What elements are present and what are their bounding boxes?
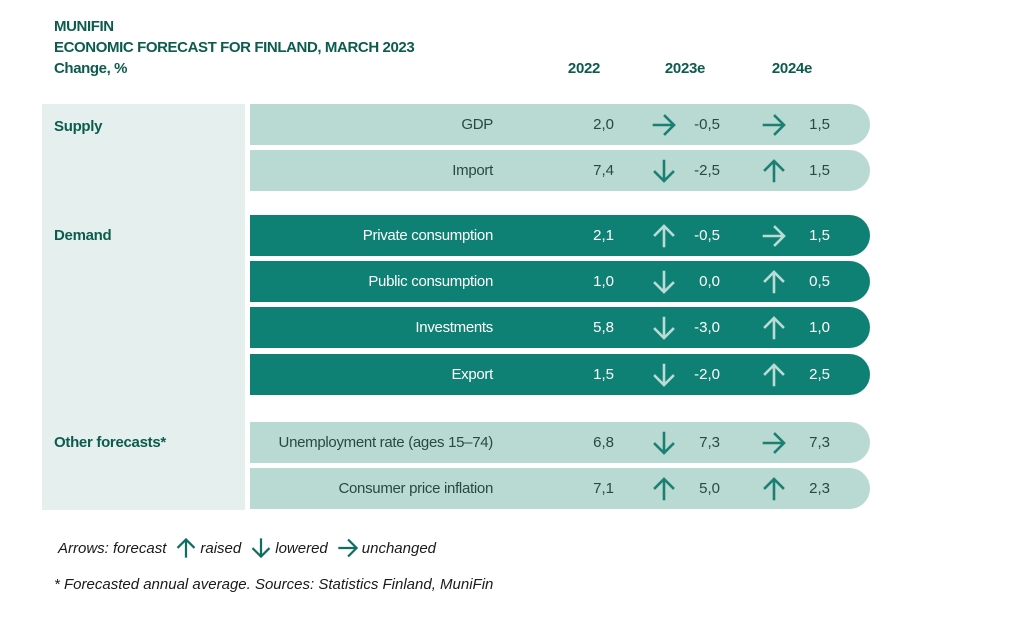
row-label: Unemployment rate (ages 15–74) bbox=[278, 434, 494, 451]
table-row: GDP 2,0 -0,5 1,5 bbox=[250, 104, 870, 145]
table-row: Export 1,5 -2,0 2,5 bbox=[250, 354, 870, 395]
legend: Arrows: forecast raised lowered unchange… bbox=[58, 536, 442, 560]
value-2023: 0,0 bbox=[699, 273, 720, 290]
value-2023: -2,5 bbox=[694, 162, 720, 179]
column-header-2024: 2024e bbox=[771, 60, 813, 77]
arrow-right-icon bbox=[336, 536, 360, 560]
arrow-up-icon bbox=[650, 222, 678, 250]
row-label: Import bbox=[452, 162, 493, 179]
arrow-down-icon bbox=[249, 536, 273, 560]
value-2024: 7,3 bbox=[809, 434, 830, 451]
arrow-up-icon bbox=[760, 268, 788, 296]
arrow-down-icon bbox=[650, 157, 678, 185]
group-label-other: Other forecasts* bbox=[54, 434, 166, 451]
group-label-demand: Demand bbox=[54, 227, 112, 244]
arrow-right-icon bbox=[650, 111, 678, 139]
value-2022: 5,8 bbox=[593, 319, 614, 336]
table-row: Consumer price inflation 7,1 5,0 2,3 bbox=[250, 468, 870, 509]
org-name: MUNIFIN bbox=[54, 18, 114, 35]
value-2023: -2,0 bbox=[694, 366, 720, 383]
column-header-2023: 2023e bbox=[664, 60, 706, 77]
value-2023: 7,3 bbox=[699, 434, 720, 451]
arrow-up-icon bbox=[760, 157, 788, 185]
row-label: GDP bbox=[461, 116, 493, 133]
row-label: Public consumption bbox=[368, 273, 493, 290]
value-2023: -0,5 bbox=[694, 227, 720, 244]
legend-raised: raised bbox=[200, 539, 242, 557]
legend-prefix: Arrows: forecast bbox=[58, 539, 167, 557]
legend-lowered: lowered bbox=[275, 539, 328, 557]
arrow-down-icon bbox=[650, 361, 678, 389]
arrow-right-icon bbox=[760, 111, 788, 139]
legend-unchanged: unchanged bbox=[361, 539, 437, 557]
value-2023: 5,0 bbox=[699, 480, 720, 497]
row-label: Investments bbox=[415, 319, 493, 336]
table-row: Unemployment rate (ages 15–74) 6,8 7,3 7… bbox=[250, 422, 870, 463]
value-2022: 2,1 bbox=[593, 227, 614, 244]
arrow-right-icon bbox=[760, 222, 788, 250]
report-title: ECONOMIC FORECAST FOR FINLAND, MARCH 202… bbox=[54, 39, 415, 56]
arrow-up-icon bbox=[650, 475, 678, 503]
arrow-up-icon bbox=[760, 475, 788, 503]
value-2024: 1,5 bbox=[809, 162, 830, 179]
report-subtitle: Change, % bbox=[54, 60, 128, 77]
table-row: Public consumption 1,0 0,0 0,5 bbox=[250, 261, 870, 302]
footnote: * Forecasted annual average. Sources: St… bbox=[54, 576, 494, 593]
value-2022: 1,5 bbox=[593, 366, 614, 383]
value-2024: 2,5 bbox=[809, 366, 830, 383]
value-2023: -0,5 bbox=[694, 116, 720, 133]
arrow-down-icon bbox=[650, 429, 678, 457]
value-2022: 2,0 bbox=[593, 116, 614, 133]
group-panel bbox=[42, 104, 245, 510]
value-2024: 2,3 bbox=[809, 480, 830, 497]
table-row: Investments 5,8 -3,0 1,0 bbox=[250, 307, 870, 348]
arrow-down-icon bbox=[650, 268, 678, 296]
row-label: Private consumption bbox=[362, 227, 494, 244]
column-header-2022: 2022 bbox=[567, 60, 601, 77]
table-row: Import 7,4 -2,5 1,5 bbox=[250, 150, 870, 191]
arrow-up-icon bbox=[174, 536, 198, 560]
group-label-supply: Supply bbox=[54, 118, 103, 135]
value-2024: 1,5 bbox=[809, 116, 830, 133]
value-2024: 0,5 bbox=[809, 273, 830, 290]
arrow-up-icon bbox=[760, 361, 788, 389]
arrow-up-icon bbox=[760, 314, 788, 342]
value-2024: 1,0 bbox=[809, 319, 830, 336]
arrow-down-icon bbox=[650, 314, 678, 342]
value-2022: 1,0 bbox=[593, 273, 614, 290]
value-2022: 7,4 bbox=[593, 162, 614, 179]
value-2023: -3,0 bbox=[694, 319, 720, 336]
value-2024: 1,5 bbox=[809, 227, 830, 244]
table-row: Private consumption 2,1 -0,5 1,5 bbox=[250, 215, 870, 256]
arrow-right-icon bbox=[760, 429, 788, 457]
row-label: Consumer price inflation bbox=[338, 480, 493, 497]
value-2022: 6,8 bbox=[593, 434, 614, 451]
value-2022: 7,1 bbox=[593, 480, 614, 497]
row-label: Export bbox=[451, 366, 493, 383]
